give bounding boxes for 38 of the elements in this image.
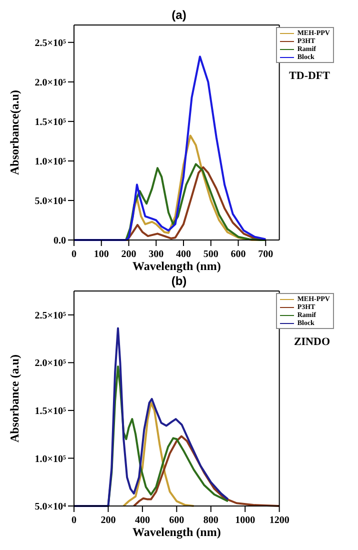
x-tick-label: 0 [72,249,76,260]
line-series [132,435,280,507]
y-tick-label: 5.0×10⁴ [34,502,66,513]
chart-title: (b) [170,274,188,288]
y-axis-title: Absorbance(a.u) [7,90,22,176]
x-tick-label: 200 [100,515,116,526]
x-tick-label: 500 [203,249,218,260]
x-tick-label: 700 [258,249,274,260]
x-tick-label: 800 [203,515,218,526]
line-series [122,402,195,507]
text: ZINDO [294,336,330,348]
y-tick-label: 5.0×10⁴ [34,196,66,208]
line-series [73,56,267,241]
x-tick-label: 200 [121,249,136,260]
text: TD-DFT [289,70,330,82]
x-tick-label: 600 [230,249,246,260]
y-tick-label: 2.5×10⁵ [34,310,66,322]
y-tick-label: 0.0 [54,236,66,247]
x-tick-label: 100 [94,249,109,260]
x-tick-label: 600 [169,515,184,526]
y-tick-label: 2.5×10⁵ [34,38,66,49]
y-tick-label: 2.0×10⁵ [34,358,66,370]
y-tick-label: 1.5×10⁵ [34,406,66,417]
y-tick-label: 1.0×10⁵ [34,454,66,465]
y-tick-label: 1.0×10⁵ [34,156,66,168]
x-tick-label: 400 [176,249,192,260]
x-axis-title: Wavelength (nm) [132,259,221,273]
x-tick-label: 1000 [235,515,256,526]
x-axis-title: Wavelength (nm) [132,525,221,539]
y-tick-label: 2.0×10⁵ [34,77,66,88]
y-tick-label: 1.5×10⁵ [34,116,66,128]
line-series [73,327,229,507]
x-tick-label: 300 [148,249,164,260]
x-tick-label: 400 [134,515,150,526]
x-tick-label: 1200 [269,515,290,526]
chart-title: (a) [170,8,188,22]
y-axis-title: Absorbance (a.u) [7,354,22,443]
x-tick-label: 0 [72,515,76,526]
